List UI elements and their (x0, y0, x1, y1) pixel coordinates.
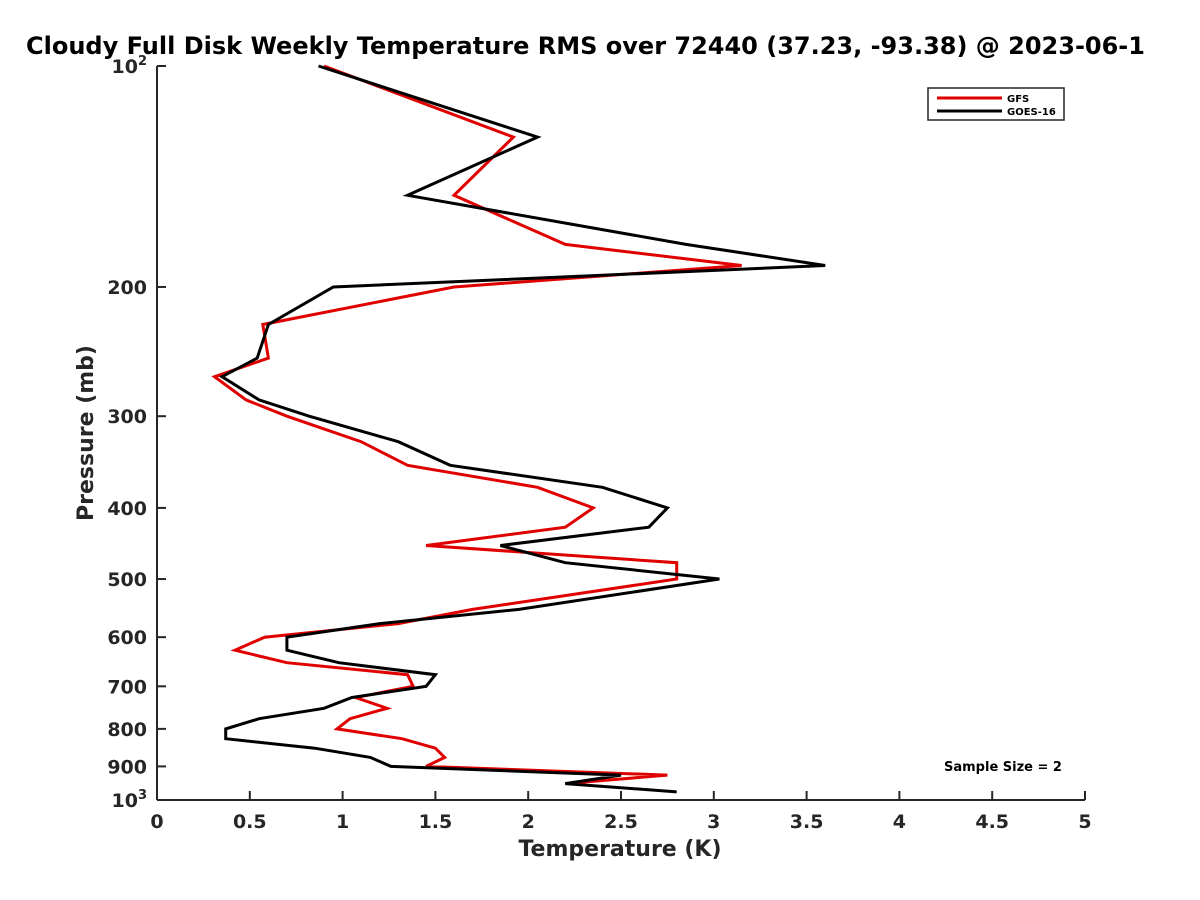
x-tick-label: 1 (336, 811, 349, 833)
x-tick-label: 0 (150, 811, 163, 833)
y-axis-label: Pressure (mb) (74, 345, 99, 521)
chart-title: Cloudy Full Disk Weekly Temperature RMS … (26, 32, 1145, 60)
y-tick-label: 103 (112, 788, 148, 812)
y-tick-label: 400 (107, 498, 147, 520)
x-tick-label: 1.5 (419, 811, 453, 833)
y-tick-label: 300 (107, 406, 147, 428)
x-tick-label: 4 (893, 811, 906, 833)
y-tick-label: 500 (107, 569, 147, 591)
sample-size-annotation: Sample Size = 2 (944, 760, 1062, 775)
y-tick-label: 200 (107, 277, 147, 299)
axes: 0 0.5 1 1.5 2 2.5 3 3.5 4 4.5 5 102 200 300 400 500 600 7… (107, 54, 1091, 833)
x-axis-label: Temperature (K) (518, 837, 721, 862)
x-tick-label: 3 (707, 811, 720, 833)
y-tick-label: 800 (107, 719, 147, 741)
series-line-goes-16 (218, 64, 826, 794)
legend-entry: GFS (1007, 94, 1029, 105)
legend: GFS GOES-16 (927, 87, 1065, 121)
y-tick-label: 700 (107, 676, 147, 698)
x-tick-label: 3.5 (790, 811, 824, 833)
legend-box (927, 87, 1065, 121)
x-tick-label: 0.5 (233, 811, 267, 833)
x-tick-label: 5 (1078, 811, 1091, 833)
y-tick-label: 900 (107, 756, 147, 778)
y-tick-label: 102 (112, 54, 148, 78)
legend-entry: GOES-16 (1007, 107, 1056, 118)
plot-lines (211, 64, 826, 794)
x-tick-label: 4.5 (975, 811, 1009, 833)
x-tick-label: 2.5 (604, 811, 638, 833)
series-line-gfs (211, 64, 742, 786)
x-tick-label: 2 (522, 811, 535, 833)
y-tick-label: 600 (107, 627, 147, 649)
